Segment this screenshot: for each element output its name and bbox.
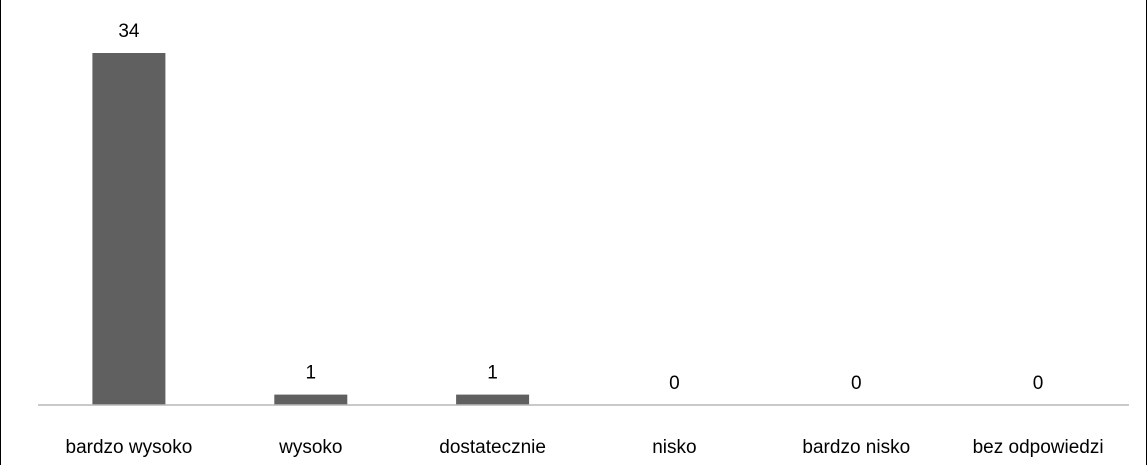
value-label-2: 1: [487, 363, 498, 384]
bar-1: [274, 394, 348, 405]
category-label-2: dostatecznie: [439, 437, 546, 458]
value-label-5: 0: [1033, 373, 1044, 394]
bars-group: [92, 53, 530, 405]
category-label-3: nisko: [652, 437, 696, 458]
value-label-3: 0: [669, 373, 680, 394]
value-label-4: 0: [851, 373, 862, 394]
category-label-4: bardzo nisko: [802, 437, 910, 458]
category-label-0: bardzo wysoko: [66, 437, 193, 458]
category-labels-group: bardzo wysoko wysoko dostatecznie nisko bard…: [66, 437, 1104, 458]
category-label-1: wysoko: [278, 437, 342, 458]
category-label-5: bez odpowiedzi: [973, 437, 1104, 458]
bar-2: [456, 394, 530, 405]
value-labels-group: 34 1 1 0 0 0: [118, 21, 1043, 394]
value-label-1: 1: [306, 363, 317, 384]
value-label-0: 34: [118, 21, 140, 42]
bar-0: [92, 53, 166, 405]
